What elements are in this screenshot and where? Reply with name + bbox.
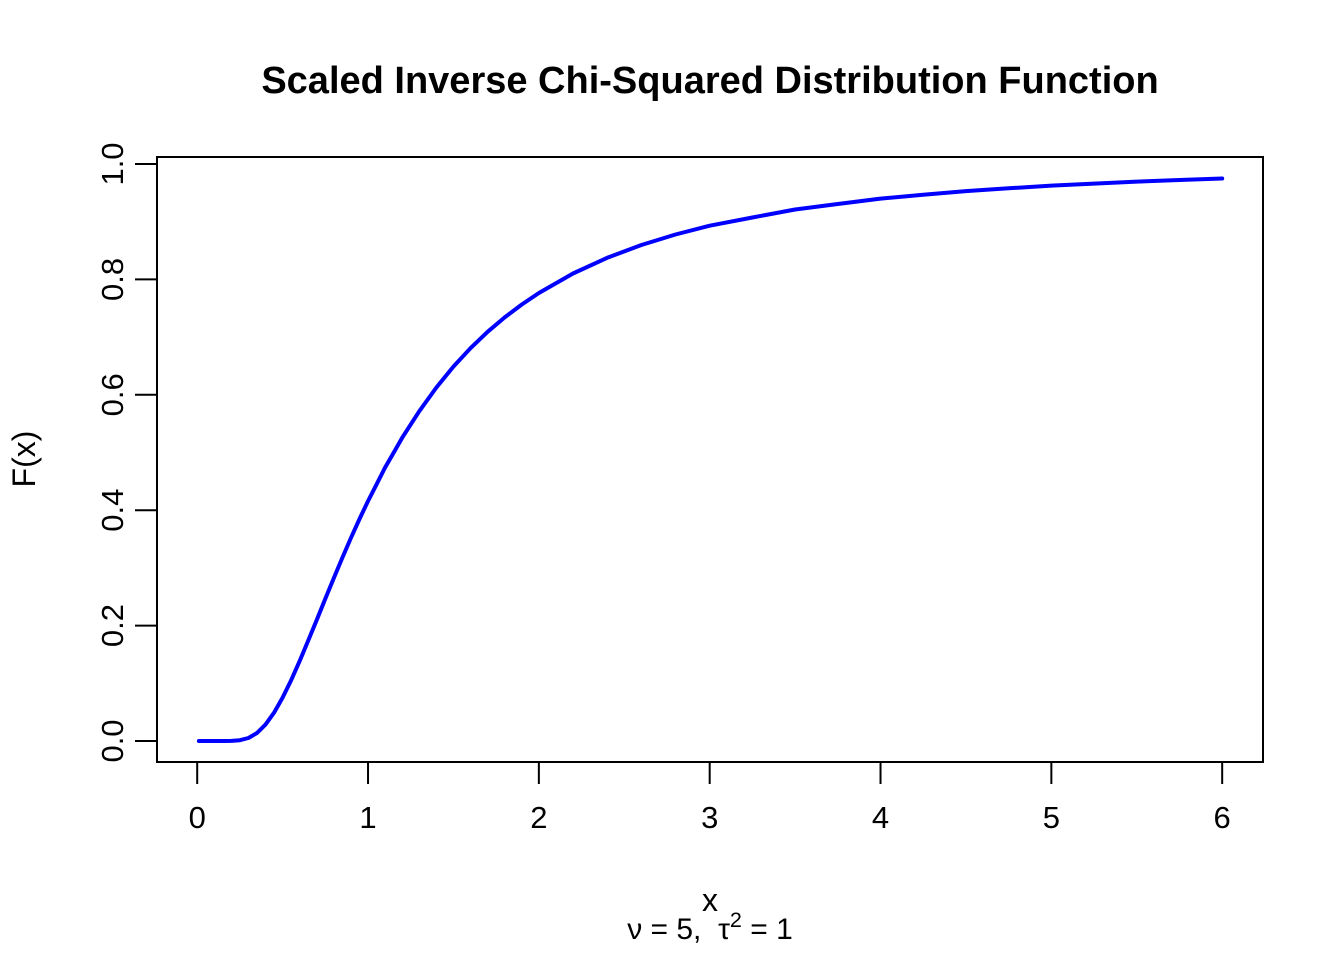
x-tick-label: 0: [189, 800, 206, 835]
subtitle-superscript: 2: [729, 907, 742, 933]
x-tick-label: 4: [872, 800, 889, 835]
x-tick-label: 5: [1043, 800, 1060, 835]
y-tick-label: 0.4: [95, 489, 130, 532]
x-tick-label: 3: [701, 800, 718, 835]
subtitle-suffix: = 1: [741, 913, 793, 946]
y-tick-label: 0.6: [95, 373, 130, 416]
x-tick-label: 6: [1214, 800, 1231, 835]
x-tick-label: 2: [530, 800, 547, 835]
y-tick-label: 0.0: [95, 719, 130, 762]
chart-title: Scaled Inverse Chi-Squared Distribution …: [261, 60, 1159, 102]
y-tick-label: 1.0: [95, 142, 130, 185]
x-tick-label: 1: [359, 800, 376, 835]
cdf-curve: [196, 176, 1225, 743]
plot-box: [156, 156, 1264, 763]
subtitle: ν = 5, τ2 = 1: [157, 907, 1263, 949]
x-axis-label: x: [702, 882, 718, 918]
y-tick-label: 0.2: [95, 604, 130, 647]
subtitle-prefix: ν = 5, τ: [627, 913, 730, 946]
y-tick-label: 0.8: [95, 258, 130, 301]
